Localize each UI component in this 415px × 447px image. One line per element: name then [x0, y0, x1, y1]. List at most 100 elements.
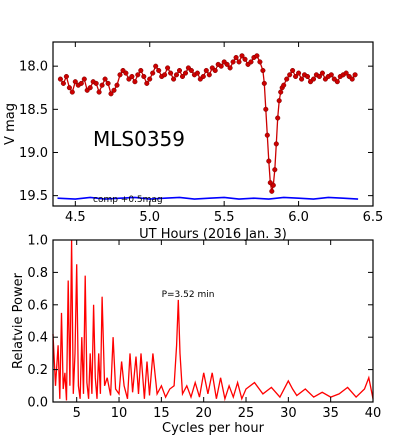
x-tick-label: 20: [195, 406, 212, 421]
data-point: [281, 82, 287, 88]
data-point: [132, 79, 138, 85]
x-tick-label: 40: [365, 406, 382, 421]
data-point: [260, 67, 266, 74]
data-point: [144, 80, 150, 86]
data-point: [287, 72, 293, 78]
y-tick-label: 0.2: [27, 363, 48, 378]
data-point: [72, 79, 78, 85]
data-point: [123, 70, 129, 76]
annotation-text: P=3.52 min: [162, 290, 215, 300]
data-point: [284, 76, 290, 82]
data-point: [179, 73, 186, 80]
x-tick-label: 5: [73, 406, 81, 421]
data-point: [87, 85, 93, 91]
x-axis-label: UT Hours (2016 Jan. 3): [139, 227, 287, 242]
data-point: [194, 70, 200, 76]
data-point: [165, 65, 171, 71]
data-point: [299, 76, 305, 82]
data-point: [203, 67, 209, 74]
data-point: [171, 76, 177, 82]
data-point: [254, 53, 260, 59]
data-point: [176, 67, 183, 74]
data-point: [328, 72, 334, 78]
y-tick-label: 0.8: [27, 266, 48, 281]
data-point: [81, 76, 87, 82]
x-tick-label: 25: [238, 406, 255, 421]
y-tick-label: 18.5: [19, 103, 48, 118]
x-tick-label: 6.5: [363, 210, 384, 225]
data-point: [99, 82, 105, 88]
data-point: [266, 158, 272, 164]
data-point: [272, 167, 278, 173]
data-point: [242, 56, 248, 62]
light-curve-panel: 4.5 5.0 5.5 6.0 6.5 18.0 18.5 19.0 19.5 UT Hours …: [3, 41, 384, 242]
plot-frame: [52, 239, 374, 403]
y-tick-label: 0.4: [27, 331, 48, 346]
data-point: [248, 59, 254, 65]
data-point: [141, 73, 147, 80]
data-point: [150, 70, 156, 76]
data-point: [212, 67, 218, 74]
x-tick-label: 4.5: [65, 210, 86, 225]
series-line: [52, 239, 374, 402]
x-tick-label: 10: [111, 406, 128, 421]
data-point: [173, 72, 180, 78]
data-point: [188, 67, 194, 74]
data-point: [227, 65, 233, 71]
data-point: [334, 79, 340, 85]
data-point: [108, 91, 114, 97]
data-point: [293, 73, 299, 80]
data-point: [63, 73, 69, 80]
data-point: [153, 63, 159, 69]
data-point: [290, 67, 296, 74]
y-tick-label: 19.5: [19, 189, 48, 204]
data-point: [69, 89, 75, 95]
data-point: [111, 87, 117, 93]
x-tick-label: 5.5: [214, 210, 235, 225]
y-axis-label: V mag: [3, 103, 18, 145]
data-point: [352, 72, 358, 78]
x-tick-label: 5.0: [139, 210, 160, 225]
data-point: [60, 80, 66, 86]
data-point: [273, 141, 279, 147]
y-tick-label: 0.6: [27, 298, 48, 313]
data-point: [135, 72, 141, 78]
data-point: [275, 115, 281, 121]
data-point: [105, 80, 111, 86]
data-point: [316, 73, 322, 80]
x-tick-label: 35: [322, 406, 339, 421]
data-point: [93, 80, 99, 86]
data-point: [264, 132, 270, 138]
data-point: [349, 76, 355, 82]
data-point: [343, 70, 349, 76]
series-line: [57, 196, 359, 200]
data-point: [257, 59, 263, 65]
data-point: [78, 80, 84, 86]
data-point: [114, 82, 120, 88]
data-point: [168, 70, 174, 76]
data-point: [162, 72, 168, 78]
x-tick-label: 6.0: [288, 210, 309, 225]
data-point: [129, 73, 135, 80]
data-point: [263, 106, 269, 112]
data-point: [261, 80, 267, 86]
y-tick-label: 18.0: [19, 60, 48, 75]
data-point: [182, 70, 189, 76]
data-point: [96, 89, 102, 95]
x-tick-label: 15: [153, 406, 170, 421]
data-point: [278, 89, 284, 95]
data-point: [296, 70, 302, 76]
x-axis-label: Cycles per hour: [162, 421, 265, 436]
data-point: [319, 70, 325, 76]
data-point: [233, 54, 239, 61]
y-tick-label: 0.0: [27, 396, 48, 411]
annotation-text: comp +0.5mag: [93, 195, 163, 205]
data-point: [102, 76, 108, 82]
data-point: [200, 73, 206, 80]
power-spectrum-panel: 5 10 15 20 25 30 35 40 0.0 0.2 0.4 0.6 0.8 1.0 Cycles …: [11, 234, 381, 437]
data-point: [270, 182, 276, 188]
data-point: [224, 61, 230, 67]
annotation-text: MLS0359: [93, 127, 185, 151]
plot-frame: [52, 41, 374, 207]
